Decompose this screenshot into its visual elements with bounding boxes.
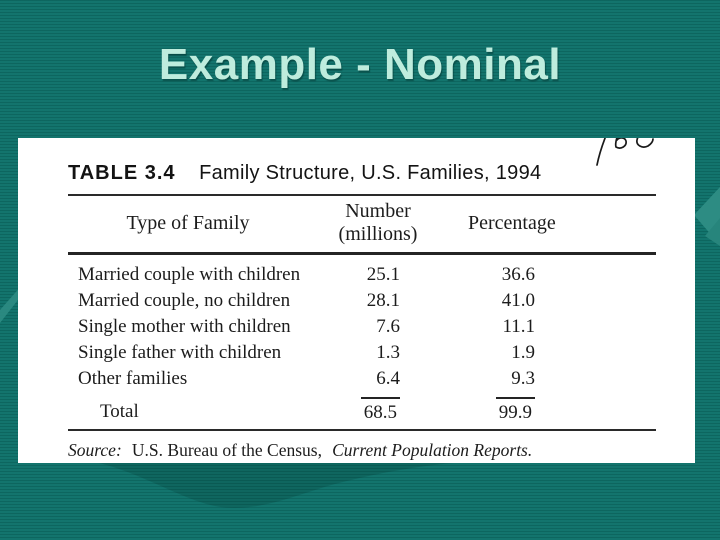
table-row: Other families 6.4 9.3 bbox=[68, 366, 656, 392]
number-cell: 1.3 bbox=[376, 342, 400, 363]
number-cell: 7.6 bbox=[376, 316, 400, 337]
table-caption-line: TABLE 3.4 Family Structure, U.S. Familie… bbox=[68, 162, 656, 185]
slide-title: Example - Nominal bbox=[158, 40, 562, 89]
number-cell: 25.1 bbox=[366, 264, 400, 285]
column-header-percentage: Percentage bbox=[448, 194, 656, 255]
number-cell: 28.1 bbox=[366, 290, 400, 311]
column-header-type-of-family: Type of Family bbox=[68, 194, 308, 255]
total-percentage-cell: 99.9 bbox=[448, 392, 656, 431]
family-type-cell: Other families bbox=[78, 368, 188, 389]
family-structure-table: Type of Family Number (millions) Percent… bbox=[68, 194, 656, 431]
scanned-table-image: TABLE 3.4 Family Structure, U.S. Familie… bbox=[18, 138, 695, 463]
table-number-label: TABLE 3.4 bbox=[68, 162, 176, 184]
table-row: Married couple, no children 28.1 41.0 bbox=[68, 288, 656, 314]
table-header-row: Type of Family Number (millions) Percent… bbox=[68, 194, 656, 255]
table-row: Married couple with children 25.1 36.6 bbox=[68, 254, 656, 289]
total-number-value: 68.5 bbox=[360, 397, 400, 426]
percentage-cell: 1.9 bbox=[511, 342, 535, 363]
bottom-swoosh-shape bbox=[95, 462, 465, 508]
family-type-cell: Married couple with children bbox=[78, 264, 301, 285]
total-number-cell: 68.5 bbox=[308, 392, 448, 431]
right-edge-accent-shape bbox=[694, 187, 720, 246]
table-title-text: Family Structure, U.S. Families, 1994 bbox=[199, 162, 542, 184]
source-prefix: Source: bbox=[68, 440, 122, 460]
total-percentage-value: 99.9 bbox=[495, 397, 535, 426]
column-header-number-millions: Number (millions) bbox=[308, 194, 448, 255]
number-cell: 6.4 bbox=[376, 368, 400, 389]
source-line: Source: U.S. Bureau of the Census, Curre… bbox=[68, 440, 656, 461]
table-row: Single mother with children 7.6 11.1 bbox=[68, 314, 656, 340]
percentage-cell: 36.6 bbox=[501, 264, 535, 285]
source-text: U.S. Bureau of the Census, bbox=[131, 440, 322, 460]
family-type-cell: Single father with children bbox=[78, 342, 282, 363]
family-type-cell: Married couple, no children bbox=[78, 290, 291, 311]
family-type-cell: Single mother with children bbox=[78, 316, 291, 337]
scan-content: TABLE 3.4 Family Structure, U.S. Familie… bbox=[68, 158, 656, 461]
table-total-row: Total 68.5 99.9 bbox=[68, 392, 656, 431]
percentage-cell: 11.1 bbox=[502, 316, 535, 337]
total-label-cell: Total bbox=[68, 392, 308, 431]
percentage-cell: 41.0 bbox=[501, 290, 535, 311]
percentage-cell: 9.3 bbox=[511, 368, 535, 389]
handwritten-mark bbox=[596, 138, 654, 166]
source-publication: Current Population Reports. bbox=[332, 440, 533, 460]
table-row: Single father with children 1.3 1.9 bbox=[68, 340, 656, 366]
